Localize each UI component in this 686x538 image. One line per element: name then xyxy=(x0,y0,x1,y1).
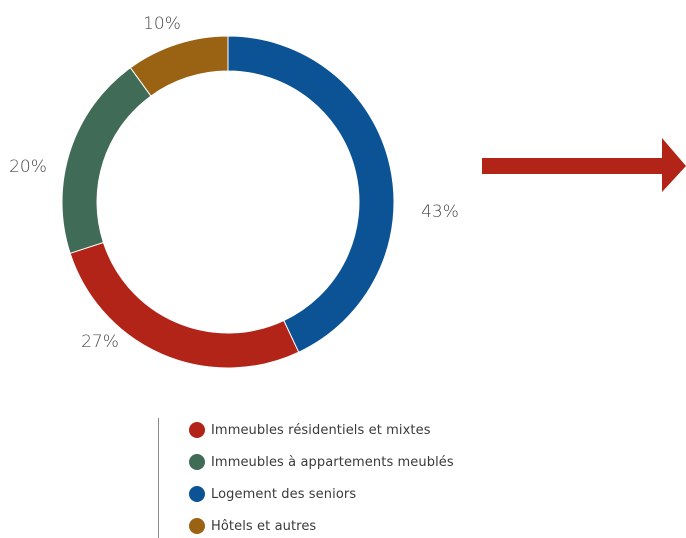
legend-swatch xyxy=(189,486,205,502)
donut-slice xyxy=(129,35,229,97)
donut-slice xyxy=(61,67,152,254)
donut-slices xyxy=(61,35,395,369)
legend-item: Immeubles résidentiels et mixtes xyxy=(189,418,431,442)
donut-slice xyxy=(227,35,395,353)
legend-swatch xyxy=(189,454,205,470)
legend: Immeubles résidentiels et mixtes Immeubl… xyxy=(158,418,489,538)
legend-swatch xyxy=(189,422,205,438)
slice-value-label: 27% xyxy=(81,332,119,352)
legend-label: Immeubles à appartements meublés xyxy=(211,454,454,470)
legend-item: Hôtels et autres xyxy=(189,514,316,538)
arrow-right-icon xyxy=(482,138,686,192)
slice-labels: 43% 27% 20% 10% xyxy=(9,14,459,352)
legend-swatch xyxy=(189,518,205,534)
legend-label: Immeubles résidentiels et mixtes xyxy=(211,422,431,438)
legend-item: Logement des seniors xyxy=(189,482,356,506)
slice-value-label: 43% xyxy=(421,202,459,222)
slice-value-label: 10% xyxy=(143,14,181,34)
legend-item: Immeubles à appartements meublés xyxy=(189,450,454,474)
legend-label: Hôtels et autres xyxy=(211,518,317,534)
legend-label: Logement des seniors xyxy=(211,486,357,502)
arrow-right-icon xyxy=(482,138,686,192)
slice-value-label: 20% xyxy=(9,157,47,177)
